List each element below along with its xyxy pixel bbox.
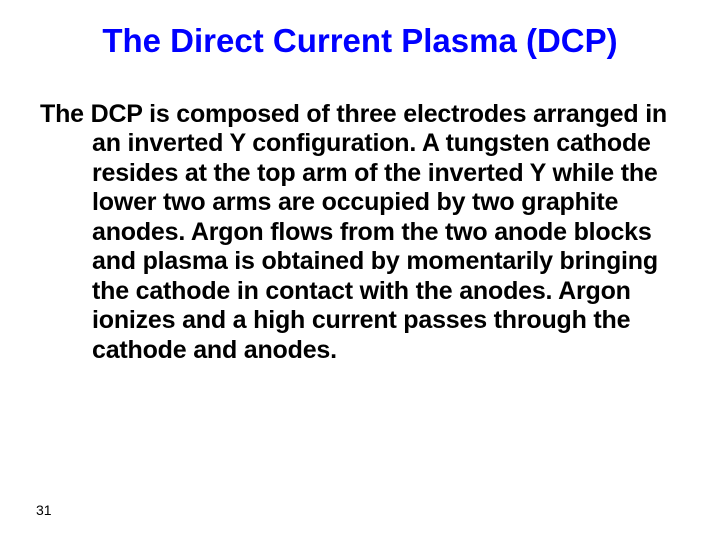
page-number: 31 xyxy=(36,502,52,518)
slide-body-text: The DCP is composed of three electrodes … xyxy=(92,100,680,366)
slide-title: The Direct Current Plasma (DCP) xyxy=(40,22,680,60)
slide-container: The Direct Current Plasma (DCP) The DCP … xyxy=(0,0,720,540)
